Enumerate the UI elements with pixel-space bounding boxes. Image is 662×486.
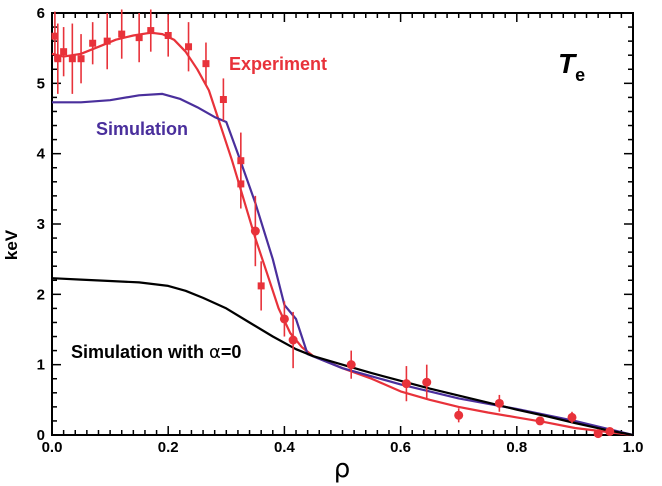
y-tick-label: 1	[37, 357, 45, 374]
y-tick-label: 3	[37, 216, 45, 233]
y-tick-label: 5	[37, 75, 45, 92]
simulation-alpha-suffix: =0	[221, 342, 242, 362]
simulation-label: Simulation	[96, 119, 188, 139]
series-layer	[51, 9, 634, 439]
x-tick-label: 1.0	[623, 439, 644, 456]
experiment-square-point	[103, 37, 111, 45]
axis-ticks	[51, 12, 634, 436]
experiment-circle-point	[454, 410, 464, 420]
plot-frame	[51, 12, 634, 436]
x-axis-label: ρ	[334, 454, 351, 484]
experiment-square-point	[118, 30, 126, 38]
experiment-square-point	[54, 55, 62, 63]
experiment-circle-point	[401, 379, 411, 389]
experiment-fit-line	[51, 31, 634, 437]
experiment-square-point	[237, 180, 245, 188]
y-tick-label: 0	[37, 427, 45, 444]
experiment-square-point	[164, 32, 172, 40]
experiment-square-point	[147, 27, 155, 35]
experiment-square-point	[202, 60, 210, 68]
experiment-square-point	[89, 39, 97, 47]
experiment-circle-point	[279, 314, 289, 324]
experiment-circle-point	[250, 226, 260, 236]
experiment-circle-point	[346, 360, 356, 370]
experiment-square-point	[51, 32, 59, 40]
axis-tick-labels: 0.0 0.2 0.4 0.6 0.8 1.0 0 1 2 3 4 5 6	[37, 5, 644, 456]
x-tick-label: 0.8	[506, 439, 527, 456]
simulation-alpha-prefix: Simulation with	[71, 342, 209, 362]
experiment-square-point	[77, 55, 85, 63]
experiment-square-point	[219, 96, 227, 104]
experiment-square-point	[60, 48, 68, 56]
experiment-circle-point	[535, 416, 545, 426]
x-tick-label: 0.0	[42, 439, 63, 456]
experiment-circle-point	[288, 335, 298, 345]
experiment-circle-point	[422, 377, 432, 387]
experiment-circle-point	[605, 426, 615, 436]
y-tick-label: 4	[37, 146, 46, 163]
corner-label-sub: e	[575, 65, 585, 85]
experiment-circle-point	[567, 412, 577, 422]
y-axis-label: keV	[2, 229, 21, 260]
corner-label: Te	[558, 48, 585, 85]
simulation-alpha-label: Simulation with α=0	[71, 342, 241, 363]
x-tick-label: 0.6	[390, 439, 411, 456]
alpha-symbol: α	[209, 342, 221, 363]
experiment-square-point	[68, 55, 76, 63]
experiment-label: Experiment	[229, 54, 327, 74]
simulation-line	[52, 92, 634, 437]
y-tick-label: 2	[37, 286, 45, 303]
experiment-square-point	[257, 282, 265, 290]
x-tick-label: 0.4	[274, 439, 296, 456]
experiment-circle-point	[593, 429, 603, 439]
y-tick-label: 6	[37, 5, 45, 22]
x-tick-label: 0.2	[158, 439, 179, 456]
experiment-square-point	[135, 34, 143, 42]
experiment-circle-point	[494, 398, 504, 408]
corner-label-main: T	[558, 48, 578, 79]
experiment-square-point	[185, 43, 193, 51]
simulation-alpha-line	[51, 277, 634, 437]
